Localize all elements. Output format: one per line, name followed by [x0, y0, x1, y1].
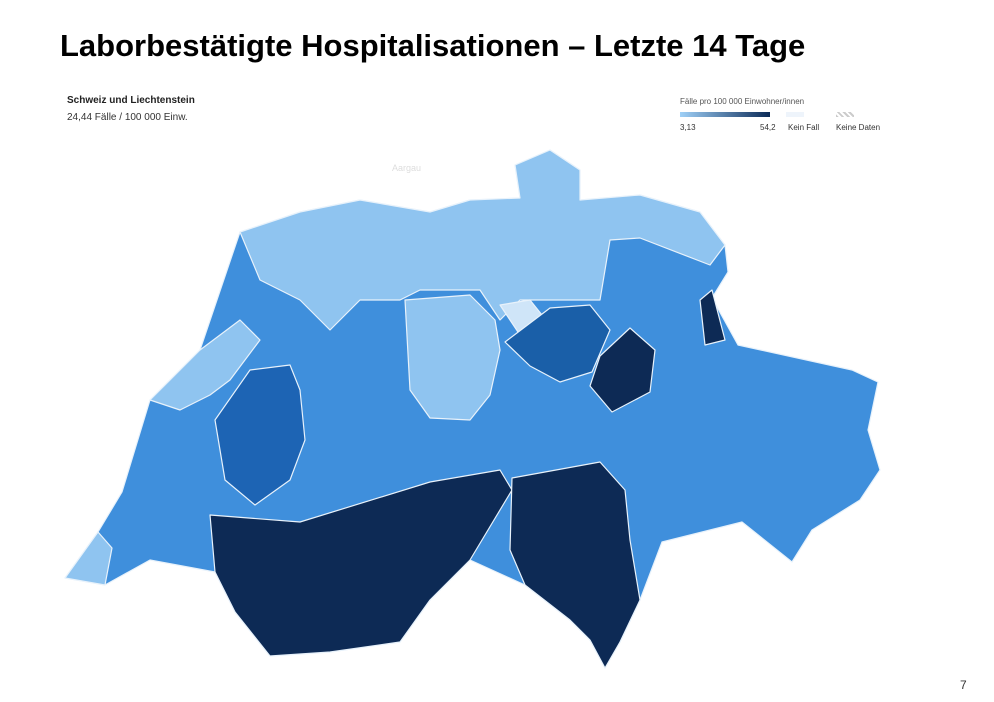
- canton[interactable]: [214, 364, 306, 506]
- rate-label: 24,44 Fälle / 100 000 Einw.: [67, 112, 188, 123]
- hover-label: Aargau: [392, 163, 422, 173]
- legend-no-data-swatch: [836, 112, 854, 117]
- canton[interactable]: [149, 319, 261, 411]
- canton[interactable]: [209, 469, 513, 657]
- canton[interactable]: [404, 294, 501, 421]
- canton[interactable]: [699, 289, 726, 346]
- canton[interactable]: [504, 304, 611, 383]
- legend-no-case-swatch: [786, 112, 804, 117]
- page-number: 7: [960, 678, 967, 692]
- canton[interactable]: [589, 327, 656, 413]
- title: Laborbestätigte Hospitalisationen – Letz…: [60, 28, 806, 63]
- legend-gradient: [680, 112, 770, 117]
- legend-title: Fälle pro 100 000 Einwohner/innen: [680, 97, 805, 106]
- canton[interactable]: [239, 149, 726, 331]
- legend-max: 54,2: [760, 123, 776, 132]
- legend-no-data: Keine Daten: [836, 123, 881, 132]
- legend-min: 3,13: [680, 123, 696, 132]
- canton[interactable]: [64, 531, 113, 586]
- legend-no-case: Kein Fall: [788, 123, 820, 132]
- region-label: Schweiz und Liechtenstein: [67, 95, 195, 106]
- canton[interactable]: [509, 461, 641, 669]
